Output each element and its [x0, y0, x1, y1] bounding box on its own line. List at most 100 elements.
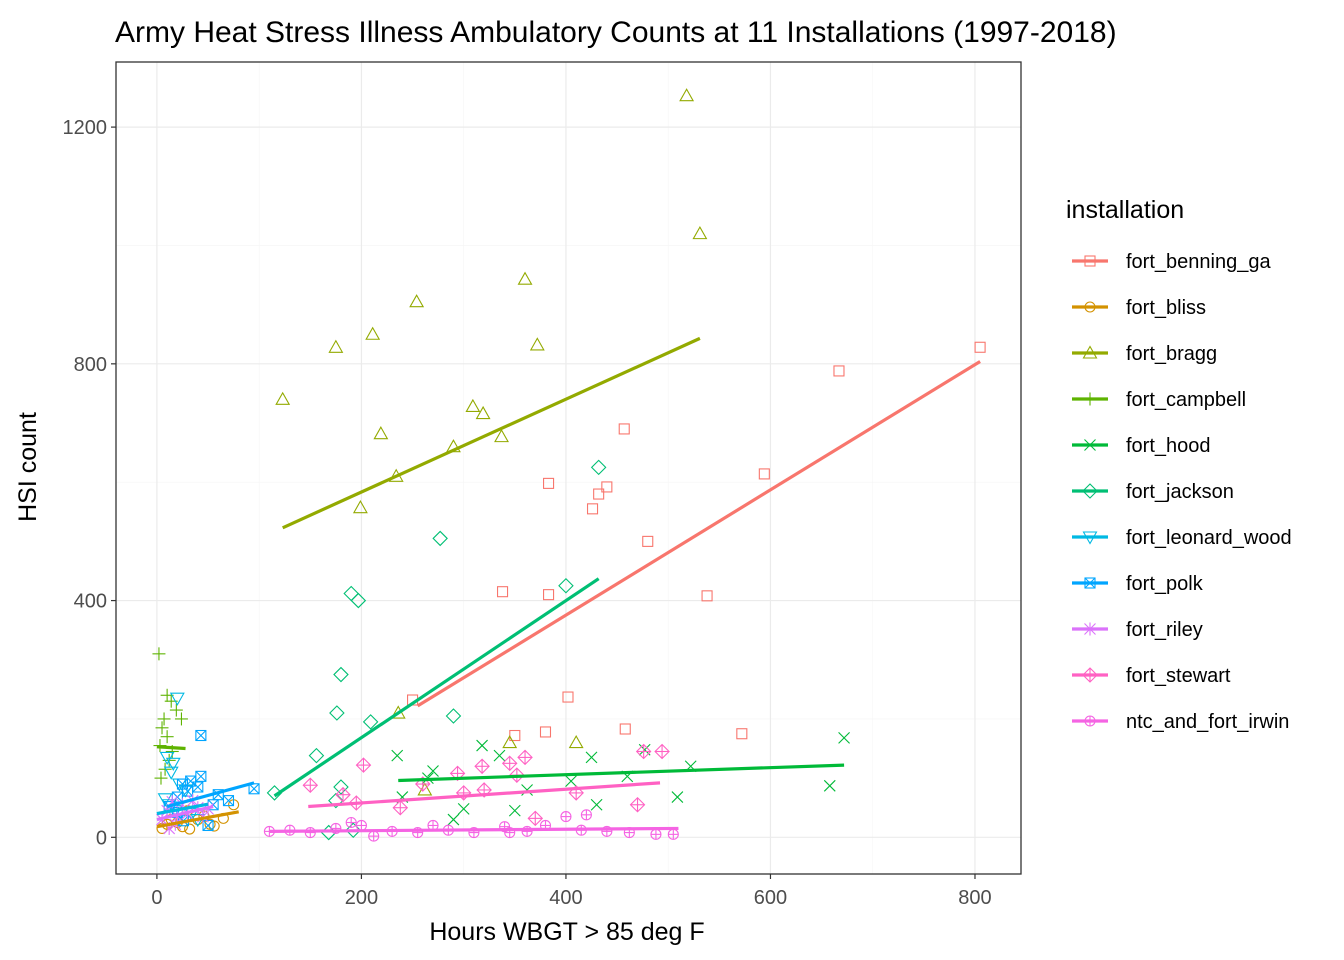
data-point-fort_stewart [527, 810, 544, 827]
legend-item-ntc_and_fort_irwin: ntc_and_fort_irwin [1072, 711, 1289, 733]
data-point-fort_bragg [373, 426, 389, 440]
legend-key-marker [1082, 345, 1098, 359]
data-point-fort_campbell [169, 703, 183, 717]
legend-key-marker [1084, 577, 1096, 589]
legend-label: fort_bragg [1126, 343, 1217, 365]
data-point-ntc_and_fort_irwin [345, 816, 357, 829]
fit-line-fort_hood [398, 763, 845, 783]
fit-line-fort_bliss [156, 810, 239, 829]
fit-line-fort_polk [166, 781, 255, 809]
data-point-fort_hood [590, 798, 603, 811]
data-point-fort_hood [823, 779, 836, 792]
legend: installation fort_benning_ga fort_blissfo… [1066, 196, 1292, 733]
data-point-fort_stewart [517, 749, 533, 766]
data-point-fort_stewart [335, 786, 351, 803]
series-fort_bragg [275, 88, 708, 796]
data-point-fort_jackson [445, 708, 462, 724]
legend-key-marker [1084, 715, 1096, 727]
legend-label: fort_benning_ga [1126, 251, 1271, 273]
data-point-fort_polk [222, 795, 235, 807]
data-point-fort_jackson [432, 530, 448, 547]
data-point-fort_hood [391, 749, 404, 762]
data-point-fort_benning_ga [701, 590, 713, 602]
chart-title: Army Heat Stress Illness Ambulatory Coun… [115, 16, 1117, 49]
series-fort_jackson [266, 459, 607, 841]
data-point-fort_benning_ga [543, 477, 555, 489]
data-point-fort_hood [585, 751, 598, 764]
data-point-ntc_and_fort_irwin [650, 828, 662, 840]
fit-line-fort_leonard_wood [156, 802, 209, 816]
y-tick-label: 400 [74, 591, 107, 613]
legend-item-fort_bragg: fort_bragg [1072, 343, 1217, 365]
data-point-fort_hood [493, 749, 506, 762]
data-point-fort_jackson [590, 459, 607, 476]
data-point-fort_jackson [345, 822, 362, 838]
data-point-ntc_and_fort_irwin [521, 825, 533, 837]
data-point-fort_bragg [692, 226, 708, 240]
legend-label: fort_riley [1126, 619, 1203, 641]
data-point-fort_jackson [266, 785, 283, 801]
data-point-fort_benning_ga [562, 691, 574, 703]
data-point-fort_bragg [494, 429, 509, 443]
x-tick-label: 400 [549, 887, 582, 909]
data-point-fort_campbell [158, 762, 172, 776]
data-point-fort_benning_ga [618, 423, 630, 435]
data-point-ntc_and_fort_irwin [368, 830, 380, 842]
data-point-fort_jackson [350, 592, 367, 609]
data-point-fort_campbell [155, 721, 169, 735]
data-point-fort_bragg [465, 398, 481, 412]
legend-key-marker [1082, 667, 1098, 683]
data-point-fort_campbell [160, 730, 174, 744]
data-point-fort_campbell [174, 712, 188, 726]
fit-line-fort_stewart [308, 781, 661, 809]
data-point-ntc_and_fort_irwin [560, 811, 572, 823]
legend-key-marker [1082, 531, 1098, 545]
legend-item-fort_riley: fort_riley [1072, 619, 1203, 641]
x-tick-label: 800 [958, 887, 991, 909]
data-point-fort_hood [838, 731, 850, 744]
legend-item-fort_benning_ga: fort_benning_ga [1072, 251, 1271, 273]
fit-line-fort_benning_ga [416, 360, 981, 708]
data-point-fort_benning_ga [496, 586, 509, 598]
legend-key-marker [1084, 439, 1096, 451]
y-tick-label: 800 [74, 354, 107, 376]
fit-line-fort_campbell [156, 745, 186, 751]
data-point-ntc_and_fort_irwin [355, 819, 367, 832]
data-point-fort_jackson [329, 705, 345, 721]
data-point-fort_jackson [328, 792, 344, 809]
data-point-fort_stewart [635, 743, 652, 760]
data-point-fort_leonard_wood [165, 757, 181, 771]
legend-key-marker [1083, 392, 1097, 406]
legend-label: fort_hood [1126, 435, 1211, 457]
data-point-fort_jackson [333, 779, 349, 795]
data-point-fort_bragg [475, 405, 491, 420]
data-point-fort_jackson [362, 714, 379, 730]
fit-line-fort_jackson [273, 577, 600, 798]
data-point-fort_hood [457, 803, 470, 815]
x-tick-label: 600 [754, 887, 787, 909]
data-point-ntc_and_fort_irwin [580, 809, 592, 821]
data-point-ntc_and_fort_irwin [504, 827, 516, 839]
data-point-fort_bragg [502, 734, 518, 749]
legend-key-marker [1084, 255, 1096, 267]
data-point-fort_jackson [308, 747, 325, 764]
legend-item-fort_campbell: fort_campbell [1072, 389, 1246, 411]
legend-label: fort_bliss [1126, 297, 1206, 319]
data-point-fort_stewart [302, 777, 319, 794]
legend-label: fort_leonard_wood [1126, 527, 1292, 549]
data-point-fort_bragg [352, 500, 368, 514]
data-point-fort_bragg [529, 337, 545, 351]
legend-item-fort_polk: fort_polk [1072, 573, 1204, 595]
legend-title: installation [1066, 196, 1184, 224]
legend-label: fort_polk [1126, 573, 1204, 595]
data-point-ntc_and_fort_irwin [667, 828, 679, 840]
data-point-fort_bliss [184, 823, 196, 835]
y-tick-label: 1200 [63, 117, 108, 139]
data-point-fort_bragg [679, 88, 695, 102]
data-point-fort_polk [195, 729, 207, 742]
data-point-fort_stewart [392, 799, 409, 816]
legend-label: fort_campbell [1126, 389, 1246, 411]
x-tick-label: 0 [151, 887, 162, 909]
x-tick-label: 200 [345, 887, 378, 909]
data-point-fort_stewart [474, 758, 490, 775]
